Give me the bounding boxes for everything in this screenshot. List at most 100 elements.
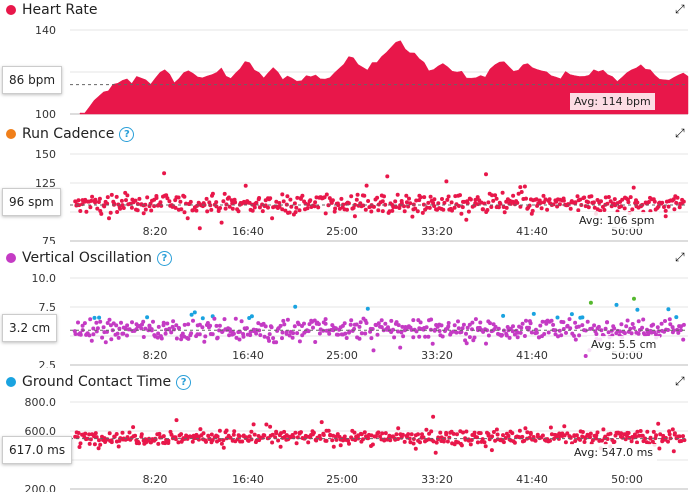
data-point (511, 193, 516, 198)
data-point (172, 327, 177, 332)
data-point (215, 335, 220, 340)
y-tick-label: 125 (35, 177, 56, 190)
data-point (357, 324, 362, 329)
data-point (512, 440, 517, 445)
data-point (107, 216, 111, 221)
data-point (668, 322, 673, 327)
data-point (460, 326, 465, 331)
data-point (167, 199, 172, 204)
data-point (551, 322, 556, 327)
data-point (459, 443, 464, 448)
data-point (362, 193, 367, 198)
data-point (121, 331, 126, 336)
data-point (557, 202, 562, 207)
expand-icon[interactable]: ⤢ (675, 2, 685, 16)
data-point (454, 330, 459, 335)
data-point (215, 434, 220, 439)
data-point (212, 316, 217, 321)
data-point (468, 197, 473, 202)
data-point (580, 315, 585, 320)
data-point (141, 319, 146, 324)
data-point (595, 430, 600, 435)
data-point (631, 325, 636, 330)
data-point (296, 322, 301, 327)
data-point (332, 209, 337, 214)
data-point (202, 339, 207, 344)
data-point (108, 210, 113, 215)
data-point (176, 440, 181, 445)
data-point (635, 429, 640, 434)
data-point (116, 335, 121, 340)
ground-contact-time-header: Ground Contact Time ? (6, 372, 192, 392)
data-point (556, 334, 560, 339)
data-point (311, 430, 316, 435)
data-point (114, 323, 119, 328)
data-point (510, 329, 515, 334)
data-point (92, 315, 97, 320)
data-point (358, 320, 363, 325)
data-point (169, 330, 174, 335)
data-point (555, 315, 560, 320)
help-icon[interactable]: ? (119, 126, 135, 142)
data-point (409, 432, 414, 437)
data-point (291, 331, 296, 336)
data-point (330, 438, 335, 443)
y-tick-label: 150 (35, 148, 56, 161)
data-point (165, 321, 170, 326)
expand-icon[interactable]: ⤢ (675, 374, 685, 388)
data-point (179, 207, 184, 212)
data-point (92, 442, 97, 447)
data-point (465, 325, 470, 330)
data-point (515, 200, 520, 205)
data-point (491, 198, 496, 203)
data-point (276, 438, 281, 443)
data-point (118, 206, 123, 211)
data-point (622, 331, 627, 336)
data-point (518, 330, 523, 335)
expand-icon[interactable]: ⤢ (675, 126, 685, 140)
vertical-oscillation-current-value: 3.2 cm (2, 314, 58, 342)
data-point (458, 193, 462, 198)
data-point (408, 201, 413, 206)
data-point (285, 317, 290, 322)
data-point (228, 435, 233, 440)
x-tick-label: 25:00 (326, 225, 358, 238)
data-point (523, 426, 528, 431)
data-point (326, 428, 331, 433)
data-point (411, 202, 416, 207)
data-point (646, 200, 651, 204)
data-point (677, 434, 682, 439)
data-point (622, 206, 627, 211)
data-point (548, 425, 553, 430)
help-icon[interactable]: ? (176, 374, 192, 390)
data-point (500, 190, 505, 195)
data-point (388, 438, 393, 443)
data-point (342, 434, 347, 439)
data-point (149, 440, 153, 445)
data-point (97, 196, 102, 201)
data-point (143, 326, 148, 331)
data-point (635, 200, 640, 205)
data-point (153, 437, 158, 442)
data-point (109, 192, 114, 197)
expand-icon[interactable]: ⤢ (675, 250, 685, 264)
data-point (231, 331, 236, 336)
data-point (389, 318, 394, 323)
data-point (156, 324, 161, 329)
data-point (651, 322, 656, 327)
help-icon[interactable]: ? (156, 250, 172, 266)
data-point (573, 337, 578, 342)
data-point (671, 328, 676, 333)
data-point (297, 339, 302, 344)
data-point (394, 320, 399, 325)
data-point (494, 196, 499, 201)
data-point (145, 195, 150, 200)
data-point (620, 197, 625, 202)
data-point (361, 203, 366, 208)
data-point (254, 331, 259, 336)
data-point (500, 333, 504, 337)
data-point (482, 201, 487, 206)
data-point (588, 300, 593, 305)
data-point (651, 429, 656, 434)
data-point (102, 204, 107, 209)
